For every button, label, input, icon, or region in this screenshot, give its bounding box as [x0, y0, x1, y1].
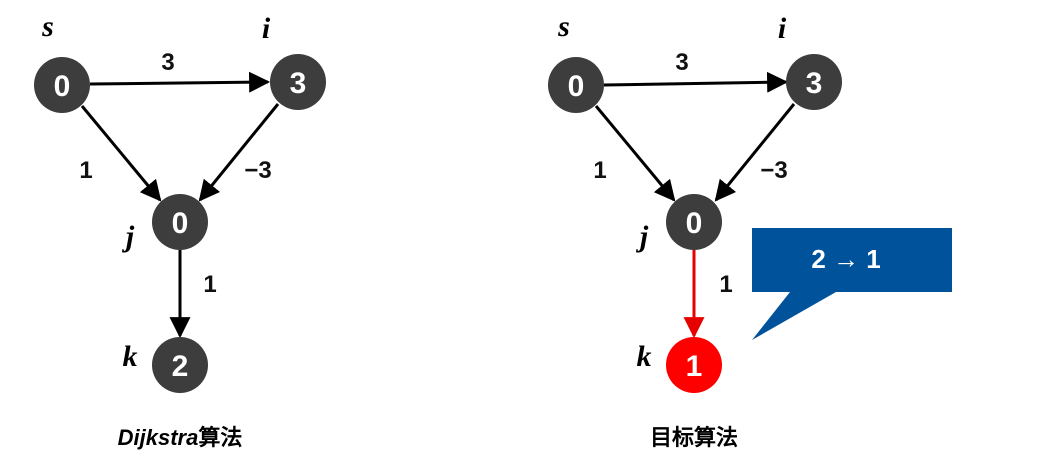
left-node-i-name: i — [262, 12, 271, 45]
right-node-s-name: s — [557, 10, 570, 43]
left-weight-s-i: 3 — [161, 49, 174, 76]
right-node-i — [786, 54, 842, 110]
left-caption: Dijkstra算法 — [118, 425, 243, 450]
left-edge-s-i — [89, 71, 271, 93]
right-node-j — [666, 194, 722, 250]
callout-bubble — [752, 228, 952, 340]
callout-text: 2 → 1 — [811, 244, 880, 274]
left-node-j — [152, 194, 208, 250]
right-edge-s-i — [603, 71, 789, 93]
left-node-k-name: k — [123, 340, 138, 373]
right-weight-i-j: −3 — [760, 157, 787, 184]
right-edge-s-j — [594, 105, 676, 202]
right-node-s-value: 0 — [568, 70, 585, 103]
left-node-j-name: j — [122, 220, 135, 253]
left-edge-i-j — [198, 103, 280, 202]
right-node-j-name: j — [636, 220, 649, 253]
left-node-k-value: 2 — [172, 350, 189, 383]
left-caption-suffix: 算法 — [198, 425, 242, 450]
right-node-i-value: 3 — [806, 67, 823, 100]
right-caption: 目标算法 — [650, 425, 738, 450]
left-node-s-value: 0 — [54, 70, 71, 103]
left-node-j-value: 0 — [172, 207, 189, 240]
left-node-s-name: s — [41, 10, 54, 43]
right-node-j-value: 0 — [686, 207, 703, 240]
left-weight-j-k: 1 — [203, 271, 216, 298]
right-weight-j-k: 1 — [719, 271, 732, 298]
right-edge-i-j — [714, 103, 796, 202]
right-weight-s-j: 1 — [593, 157, 606, 184]
right-node-k — [666, 337, 722, 393]
right-graph: 3 1 −3 1 0 3 0 1 s i j k 2 → 1 目标算法 — [548, 10, 952, 450]
left-weight-i-j: −3 — [244, 157, 271, 184]
right-weight-s-i: 3 — [675, 49, 688, 76]
right-node-s — [548, 57, 604, 113]
left-node-s — [34, 57, 90, 113]
left-node-i — [270, 54, 326, 110]
right-node-k-name: k — [637, 340, 652, 373]
left-weight-s-j: 1 — [79, 157, 92, 184]
right-node-i-name: i — [778, 12, 787, 45]
left-node-k — [152, 337, 208, 393]
left-graph: 3 1 −3 1 0 3 0 2 s i j k Dijkstra算法 — [34, 10, 326, 450]
left-edge-s-j — [80, 105, 162, 202]
right-node-k-value: 1 — [686, 350, 703, 383]
left-caption-algorithm-name: Dijkstra — [118, 425, 199, 450]
left-node-i-value: 3 — [290, 67, 307, 100]
